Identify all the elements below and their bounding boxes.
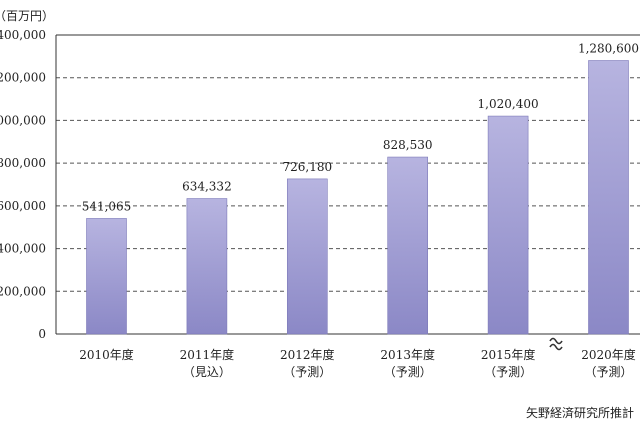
data-label: 634,332 <box>182 180 232 194</box>
source-note: 矢野経済研究所推計 <box>526 405 634 420</box>
y-tick-label: 1,200,000 <box>0 71 46 85</box>
y-tick-label: 600,000 <box>0 199 46 213</box>
x-tick-label: （予測） <box>283 365 331 379</box>
data-label: 541,065 <box>82 199 132 213</box>
x-tick-label: 2013年度 <box>380 347 435 362</box>
category-labels: 2010年度 2011年度 （見込） 2012年度 （予測） 2013年度 （予測） 2015… <box>79 347 636 379</box>
x-tick-label: 2015年度 <box>481 347 536 362</box>
bar <box>387 156 429 335</box>
x-tick-label: （予測） <box>584 365 632 379</box>
data-label: 828,530 <box>383 138 433 152</box>
data-label: 1,280,600 <box>578 42 639 56</box>
y-tick-label: 1,000,000 <box>0 113 46 127</box>
bar <box>86 218 127 335</box>
x-tick-label: 2020年度 <box>581 347 636 362</box>
bar <box>286 178 328 335</box>
bar <box>487 115 529 335</box>
x-tick-label: （見込） <box>183 365 231 379</box>
y-tick-label: 0 <box>38 327 46 341</box>
x-tick-label: （予測） <box>384 365 432 379</box>
data-label: 726,180 <box>282 160 332 174</box>
axis-break-icon <box>549 337 563 351</box>
y-tick-label: 400,000 <box>0 242 46 256</box>
x-tick-label: （予測） <box>484 365 532 379</box>
unit-label: （百万円） <box>0 9 54 23</box>
x-tick-label: 2011年度 <box>180 347 235 362</box>
x-tick-label: 2012年度 <box>280 347 335 362</box>
x-tick-label: 2010年度 <box>79 347 134 362</box>
y-tick-label: 800,000 <box>0 156 46 170</box>
gridlines <box>56 77 640 292</box>
y-tick-label: 1,400,000 <box>0 28 46 42</box>
bar <box>186 198 228 335</box>
data-label: 1,020,400 <box>478 97 539 111</box>
value-labels: 541,065 634,332 726,180 828,530 1,020,400 1,2… <box>82 42 639 214</box>
bar <box>588 60 629 335</box>
bars <box>86 60 629 335</box>
y-axis-ticks: 0 200,000 400,000 600,000 800,000 1,000,000 1,… <box>0 28 46 341</box>
y-tick-label: 200,000 <box>0 284 46 298</box>
